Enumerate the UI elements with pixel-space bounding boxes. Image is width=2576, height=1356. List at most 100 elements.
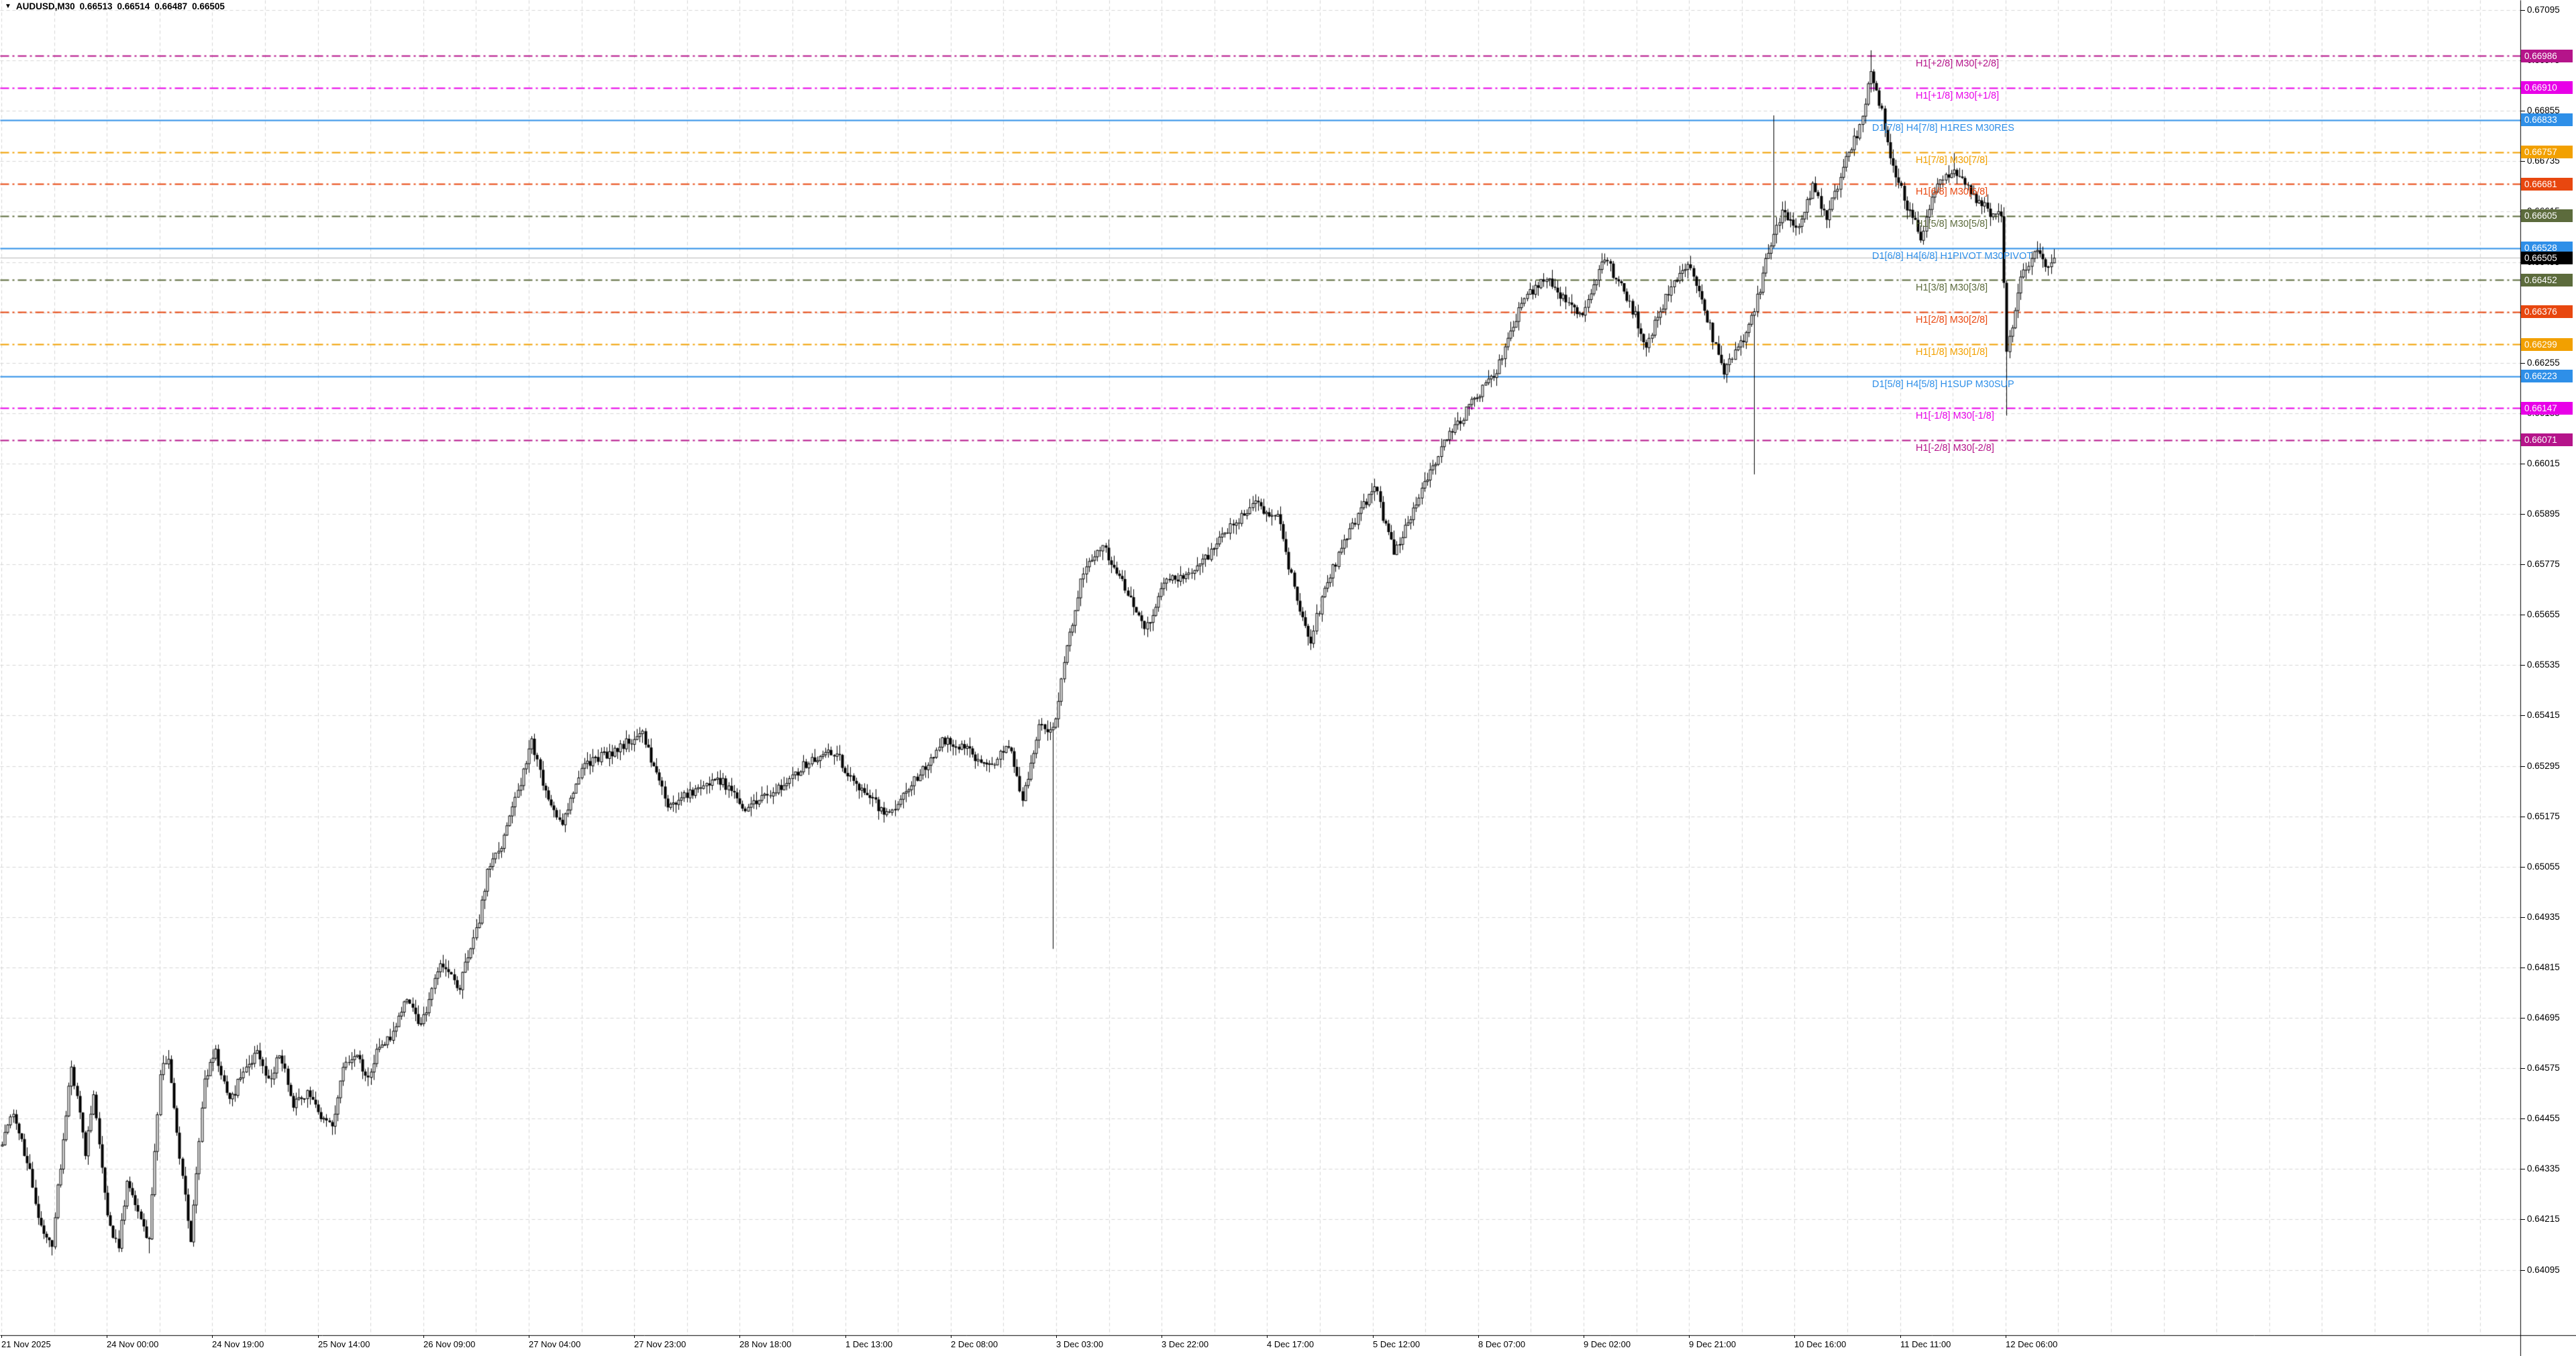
level-label: H1[5/8] M30[5/8]	[1916, 219, 1988, 229]
time-axis-tick	[1478, 1335, 1479, 1338]
time-axis-label: 9 Dec 21:00	[1689, 1339, 1737, 1349]
price-axis-tick	[2520, 363, 2525, 364]
price-axis-tick	[2520, 766, 2525, 767]
price-axis-label: 0.65415	[2527, 710, 2560, 720]
level-price-box: 0.66528	[2521, 242, 2573, 254]
price-axis-label: 0.64935	[2527, 912, 2560, 922]
price-axis-tick	[2520, 10, 2525, 11]
level-label: H1[-1/8] M30[-1/8]	[1916, 411, 1994, 421]
price-axis-tick	[2520, 1270, 2525, 1271]
level-price-box: 0.66147	[2521, 402, 2573, 415]
current-price-box: 0.66505	[2521, 252, 2573, 264]
time-axis-label: 8 Dec 07:00	[1478, 1339, 1526, 1349]
price-axis-tick	[2520, 1018, 2525, 1019]
symbol-period-label: AUDUSD,M30	[15, 1, 75, 11]
level-price-box: 0.66223	[2521, 370, 2573, 382]
level-price-box: 0.66910	[2521, 81, 2573, 94]
time-axis-tick	[1056, 1335, 1057, 1338]
price-axis-label: 0.66015	[2527, 458, 2560, 468]
time-axis-tick	[1689, 1335, 1690, 1338]
time-axis-label: 25 Nov 14:00	[318, 1339, 370, 1349]
level-label: D1[6/8] H4[6/8] H1PIVOT M30PIVOT	[1872, 251, 2033, 262]
level-price-box: 0.66986	[2521, 50, 2573, 62]
time-axis-label: 3 Dec 03:00	[1056, 1339, 1104, 1349]
price-axis-tick	[2520, 1068, 2525, 1069]
time-axis-label: 10 Dec 16:00	[1794, 1339, 1847, 1349]
price-axis-label: 0.64335	[2527, 1163, 2560, 1174]
level-label: H1[2/8] M30[2/8]	[1916, 315, 1988, 325]
ohlc-header: ▼ AUDUSD,M30 0.66513 0.66514 0.66487 0.6…	[5, 1, 225, 11]
time-axis-tick	[845, 1335, 846, 1338]
level-price-box: 0.66833	[2521, 113, 2573, 126]
ohlc-high-value: 0.66514	[117, 1, 150, 11]
level-label: H1[-2/8] M30[-2/8]	[1916, 443, 1994, 454]
level-price-box: 0.66757	[2521, 146, 2573, 158]
time-axis-tick	[1794, 1335, 1795, 1338]
time-axis-tick	[1900, 1335, 1901, 1338]
level-price-box: 0.66376	[2521, 305, 2573, 318]
time-axis-label: 24 Nov 00:00	[107, 1339, 159, 1349]
price-axis-tick	[2520, 161, 2525, 162]
price-axis-label: 0.64695	[2527, 1012, 2560, 1023]
ohlc-close-value: 0.66505	[192, 1, 225, 11]
price-axis-label: 0.65295	[2527, 761, 2560, 771]
price-axis-label: 0.66855	[2527, 105, 2560, 115]
level-price-box: 0.66681	[2521, 178, 2573, 191]
price-axis-label: 0.65175	[2527, 811, 2560, 821]
time-axis-label: 12 Dec 06:00	[2006, 1339, 2058, 1349]
time-axis-label: 2 Dec 08:00	[951, 1339, 998, 1349]
level-label: H1[+1/8] M30[+1/8]	[1916, 91, 2000, 101]
level-price-box: 0.66071	[2521, 433, 2573, 446]
price-axis-label: 0.65535	[2527, 660, 2560, 670]
time-axis-label: 9 Dec 02:00	[1584, 1339, 1631, 1349]
chevron-down-icon[interactable]: ▼	[5, 3, 11, 10]
level-label: H1[+2/8] M30[+2/8]	[1916, 58, 2000, 69]
price-axis-label: 0.65055	[2527, 862, 2560, 872]
level-price-box: 0.66299	[2521, 338, 2573, 351]
price-axis-tick	[2520, 1118, 2525, 1119]
time-axis-tick	[1, 1335, 2, 1338]
time-axis-tick	[634, 1335, 635, 1338]
time-axis-label: 24 Nov 19:00	[212, 1339, 264, 1349]
ohlc-low-value: 0.66487	[154, 1, 188, 11]
ohlc-open-value: 0.66513	[79, 1, 113, 11]
time-axis-label: 1 Dec 13:00	[845, 1339, 893, 1349]
price-axis-tick	[2520, 564, 2525, 565]
price-axis-label: 0.67095	[2527, 5, 2560, 15]
time-axis-tick	[1267, 1335, 1268, 1338]
price-axis-tick	[2520, 1219, 2525, 1220]
price-axis-label: 0.64455	[2527, 1113, 2560, 1123]
price-axis-label: 0.64095	[2527, 1265, 2560, 1275]
price-axis-label: 0.65775	[2527, 559, 2560, 569]
level-price-box: 0.66452	[2521, 274, 2573, 286]
level-label: H1[6/8] M30[6/8]	[1916, 187, 1988, 197]
time-axis-tick	[318, 1335, 319, 1338]
price-axis-label: 0.64815	[2527, 962, 2560, 972]
level-label: D1[7/8] H4[7/8] H1RES M30RES	[1872, 123, 2014, 134]
time-axis-label: 27 Nov 04:00	[529, 1339, 581, 1349]
time-axis-tick	[1373, 1335, 1374, 1338]
price-axis-tick	[2520, 514, 2525, 515]
time-axis-label: 4 Dec 17:00	[1267, 1339, 1315, 1349]
time-axis-label: 28 Nov 18:00	[739, 1339, 792, 1349]
time-axis-label: 11 Dec 11:00	[1900, 1339, 1951, 1349]
price-axis-tick	[2520, 715, 2525, 716]
time-axis-tick	[423, 1335, 424, 1338]
time-axis-label: 26 Nov 09:00	[423, 1339, 476, 1349]
level-price-box: 0.66605	[2521, 209, 2573, 222]
time-axis-label: 3 Dec 22:00	[1162, 1339, 1209, 1349]
time-axis-label: 21 Nov 2025	[1, 1339, 51, 1349]
price-axis-label: 0.65655	[2527, 609, 2560, 619]
price-axis-label: 0.64215	[2527, 1214, 2560, 1224]
price-axis-tick	[2520, 665, 2525, 666]
time-axis-label: 27 Nov 23:00	[634, 1339, 686, 1349]
price-axis-tick	[2520, 917, 2525, 918]
price-axis-tick	[2520, 867, 2525, 868]
price-axis-label: 0.66255	[2527, 358, 2560, 368]
price-axis-label: 0.64575	[2527, 1063, 2560, 1073]
price-axis-label: 0.65895	[2527, 509, 2560, 519]
level-label: H1[3/8] M30[3/8]	[1916, 282, 1988, 293]
time-axis-tick	[212, 1335, 213, 1338]
